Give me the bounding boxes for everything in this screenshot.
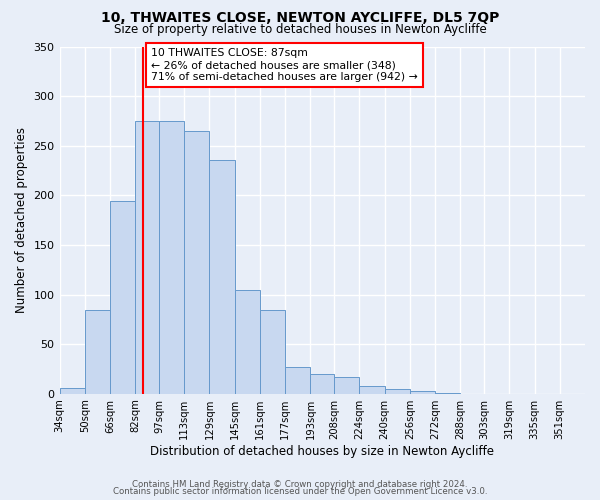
Bar — [285, 367, 310, 394]
Bar — [435, 392, 460, 394]
Text: 10 THWAITES CLOSE: 87sqm
← 26% of detached houses are smaller (348)
71% of semi-: 10 THWAITES CLOSE: 87sqm ← 26% of detach… — [151, 48, 418, 82]
Bar — [159, 121, 184, 394]
Text: Contains HM Land Registry data © Crown copyright and database right 2024.: Contains HM Land Registry data © Crown c… — [132, 480, 468, 489]
Bar — [110, 202, 135, 394]
Bar — [59, 388, 85, 394]
Text: Contains public sector information licensed under the Open Government Licence v3: Contains public sector information licen… — [113, 487, 487, 496]
Bar — [260, 310, 285, 394]
Bar — [135, 121, 159, 394]
Bar — [385, 388, 410, 394]
Bar — [184, 131, 209, 394]
Bar — [85, 310, 110, 394]
Y-axis label: Number of detached properties: Number of detached properties — [15, 127, 28, 313]
Bar — [334, 377, 359, 394]
Text: 10, THWAITES CLOSE, NEWTON AYCLIFFE, DL5 7QP: 10, THWAITES CLOSE, NEWTON AYCLIFFE, DL5… — [101, 12, 499, 26]
X-axis label: Distribution of detached houses by size in Newton Aycliffe: Distribution of detached houses by size … — [150, 444, 494, 458]
Bar — [209, 160, 235, 394]
Bar — [410, 390, 435, 394]
Text: Size of property relative to detached houses in Newton Aycliffe: Size of property relative to detached ho… — [113, 22, 487, 36]
Bar — [359, 386, 385, 394]
Bar — [235, 290, 260, 394]
Bar — [310, 374, 334, 394]
